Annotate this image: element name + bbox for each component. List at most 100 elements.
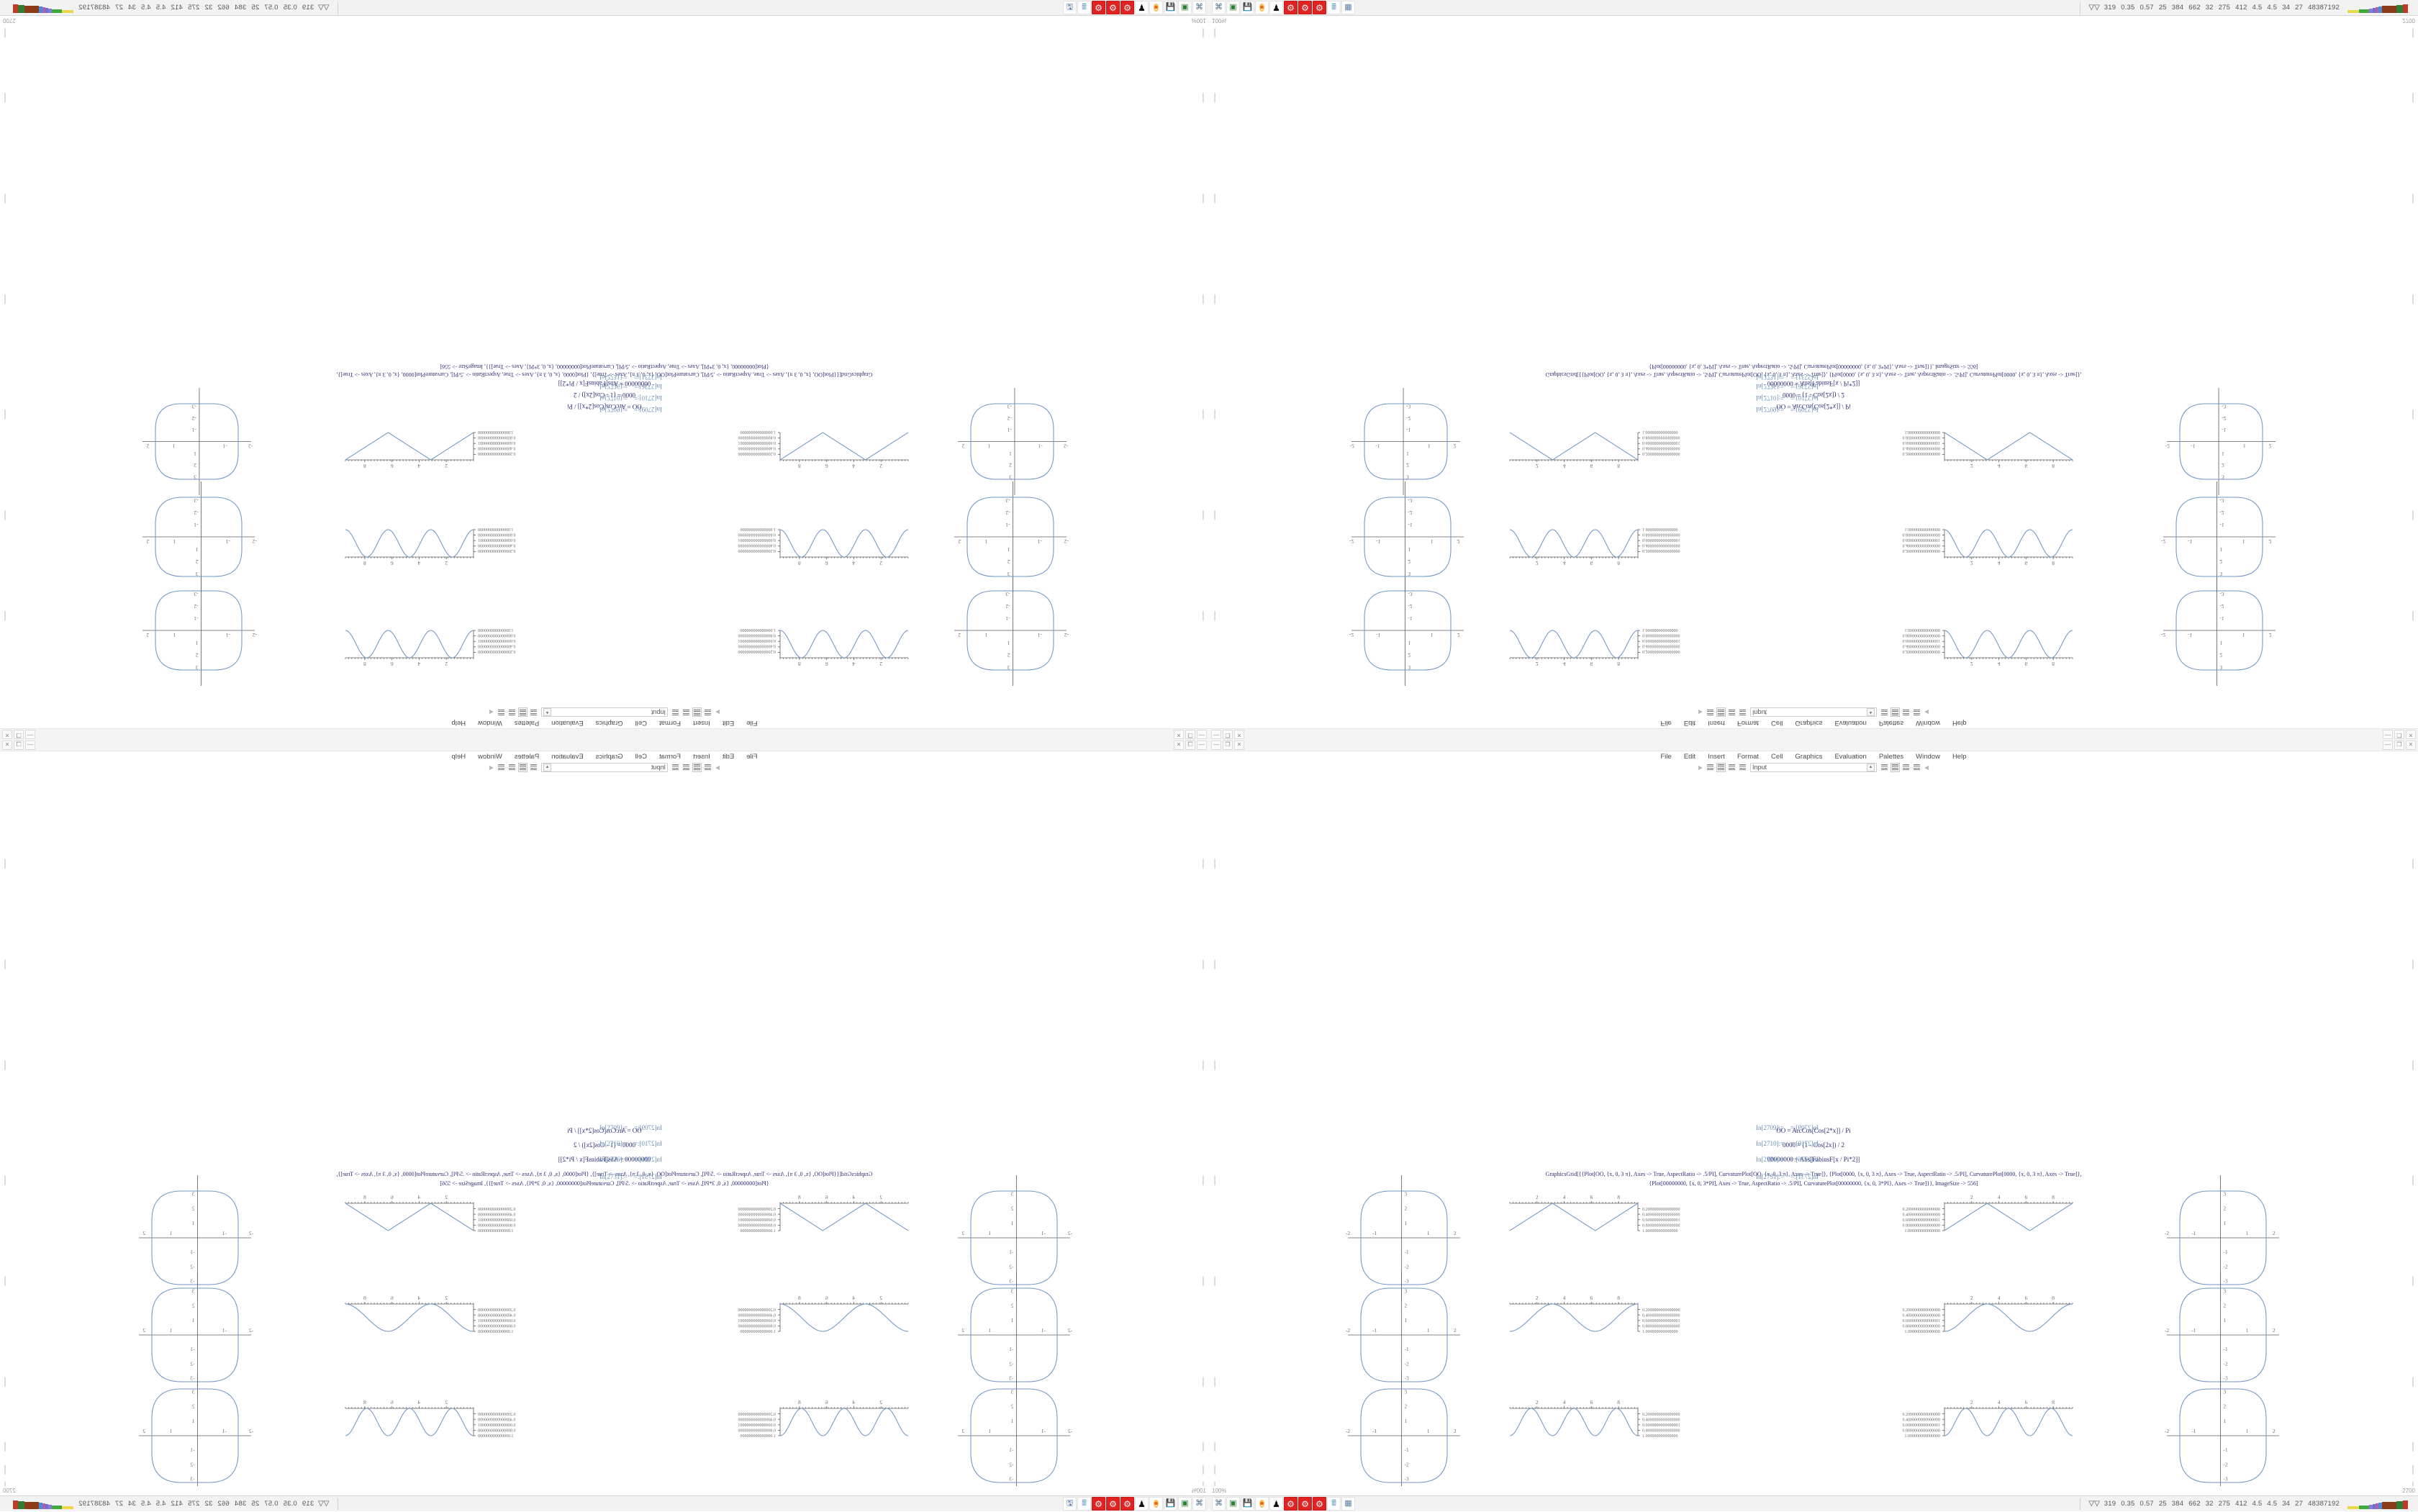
cell-bracket-icon[interactable]: ⎥ — [1212, 1443, 1216, 1452]
double-chevron-icon-right-b[interactable]: ▽▽ — [2088, 1500, 2100, 1508]
menu-item-cell[interactable]: Cell — [1771, 719, 1783, 728]
terminal-icon-2[interactable] — [1226, 1, 1240, 14]
align-justify-button[interactable] — [1912, 763, 1921, 772]
spinner-up-icon[interactable]: ▲ — [543, 763, 551, 771]
maximize-button[interactable]: ❐ — [1223, 741, 1233, 750]
code-line-0[interactable]: OO = ArcCos[Cos[2*x]] / Pi — [1776, 1127, 1851, 1134]
triangle-left-icon[interactable]: ◀ — [489, 764, 494, 771]
window-titlebar[interactable]: — ❐ ✕ — ❐ ✕ — [1209, 728, 2418, 740]
maximize-button[interactable]: ❐ — [14, 741, 24, 750]
cell-bracket-icon[interactable]: ⎥ — [1212, 294, 1216, 303]
curvature-plot-right-2[interactable]: -2 -1 1 2 -3 -2 -1 1 2 3 — [137, 385, 257, 498]
cell-style-dropdown[interactable]: Input ▲ — [1750, 707, 1877, 717]
align-button-group[interactable] — [671, 762, 712, 772]
firefox-icon-2[interactable] — [1255, 1497, 1269, 1511]
cell-bracket-icon[interactable]: ⎥ — [1202, 194, 1207, 202]
function-plot-left-1[interactable]: 2 4 6 8 0.2000000000000000 0.4000000000000000… — [694, 1291, 909, 1337]
curvature-plot-left-1[interactable]: -2 -1 1 2 -3 -2 -1 1 2 3 — [948, 479, 1072, 595]
cell-bracket-icon-right[interactable]: ⎥ — [2410, 611, 2414, 620]
printer-icon-2[interactable] — [1212, 1, 1226, 14]
cell-bracket-icon[interactable]: ⎥ — [1202, 961, 1207, 969]
notebook-window-top-left[interactable]: — ❐ ✕ — ❐ ✕ File Edit Insert Format Cell Graphics Ev… — [0, 16, 1209, 740]
panel-task-icons-bottom[interactable] — [892, 1496, 1526, 1512]
mathematica-icon-3[interactable] — [1120, 1497, 1134, 1511]
mathematica-icon-2[interactable] — [1106, 1497, 1120, 1511]
curvature-plot-right-0[interactable]: -2 -1 1 2 -3 -2 -1 1 2 3 — [2157, 572, 2281, 689]
align-button-group[interactable] — [671, 707, 712, 717]
window-icon[interactable] — [1341, 1, 1355, 14]
cell-bracket-icon[interactable]: ⎥ — [1212, 93, 1216, 101]
close-button[interactable]: ✕ — [2, 741, 12, 750]
cell-bracket-icon[interactable]: ⎥ — [1202, 611, 1207, 620]
function-plot-right-0[interactable]: 2 4 6 8 0.2000000000000000 0.4000000000000000… — [301, 1190, 516, 1236]
menu-item-window[interactable]: Window — [1916, 752, 1940, 761]
notebook-canvas[interactable]: ⎥⎥⎥⎥⎥⎥⎥⎥⎥⎥⎥⎥⎥⎥⎥⎥⎥⎥-2-112-3-2-1123-2-112-… — [1209, 773, 2418, 1486]
chess-icon-2[interactable] — [1269, 1497, 1283, 1511]
cell-bracket-icon-right[interactable]: ⎥ — [2410, 294, 2414, 303]
cell-bracket-icon-right[interactable]: ⎥ — [2410, 1277, 2414, 1286]
align-justify-button[interactable] — [1738, 707, 1747, 717]
cell-bracket-icon[interactable]: ⎥ — [1212, 860, 1216, 869]
mathematica-icon-1[interactable] — [1092, 1, 1105, 14]
function-plot-left-2[interactable]: 2 4 6 8 0.2000000000000000 0.4000000000000000… — [1509, 427, 1724, 473]
menu-item-window[interactable]: Window — [478, 719, 502, 728]
align-center-button[interactable] — [692, 707, 702, 717]
align-justify-button[interactable] — [497, 762, 506, 772]
cell-bracket-icon[interactable]: ⎥ — [1202, 1061, 1207, 1070]
align-button-group-2[interactable] — [1880, 707, 1921, 717]
cell-bracket-icon[interactable]: ⎥ — [1212, 1482, 1217, 1486]
cell-bracket-icon-right[interactable]: ⎥ — [4, 194, 9, 202]
menu-item-graphics[interactable]: Graphics — [1795, 719, 1823, 728]
notebook-window-top-right[interactable]: — ❐ ✕ — ❐ ✕ File Edit Insert Format Cell Graphics Ev… — [1209, 16, 2418, 740]
function-plot-right-2[interactable]: 2 4 6 8 0.2000000000000000 0.4000000000000000… — [1903, 1395, 2117, 1441]
function-plot-right-2[interactable]: 2 4 6 8 0.2000000000000000 0.4000000000000000… — [301, 427, 516, 473]
cell-bracket-icon-right[interactable]: ⎥ — [4, 510, 9, 519]
menu-item-cell[interactable]: Cell — [635, 752, 647, 761]
menu-item-help[interactable]: Help — [1952, 719, 1967, 728]
menu-item-window[interactable]: Window — [1916, 719, 1940, 728]
calculator-icon-2[interactable] — [1327, 1, 1341, 14]
mathematica-icon-3[interactable] — [1120, 1, 1134, 14]
menu-item-edit[interactable]: Edit — [1683, 752, 1696, 761]
function-plot-left-1[interactable]: 2 4 6 8 0.2000000000000000 0.4000000000000000… — [1509, 1291, 1724, 1337]
minimize-button[interactable]: — — [2383, 741, 2393, 750]
panel-task-icons-top[interactable] — [892, 0, 1526, 16]
align-left-button[interactable] — [703, 707, 712, 717]
cell-bracket-icon-right[interactable]: ⎥ — [4, 1443, 9, 1452]
menu-item-palettes[interactable]: Palettes — [514, 719, 540, 728]
cell-bracket-icon[interactable]: ⎥ — [1212, 961, 1216, 969]
mathematica-icon-6[interactable] — [1313, 1497, 1326, 1511]
align-right-button[interactable] — [682, 707, 691, 717]
mathematica-icon-1[interactable] — [1092, 1497, 1105, 1511]
window-controls[interactable]: — ❐ ✕ — [1211, 741, 1244, 750]
menu-item-help[interactable]: Help — [1952, 752, 1967, 761]
spinner-up-icon[interactable]: ▲ — [1867, 708, 1875, 717]
close-button[interactable]: ✕ — [2, 730, 12, 739]
function-plot-left-2[interactable]: 2 4 6 8 0.2000000000000000 0.4000000000000000… — [694, 427, 909, 473]
menu-bar[interactable]: File Edit Insert Format Cell Graphics Evaluati… — [1209, 751, 2418, 761]
menu-item-graphics[interactable]: Graphics — [1795, 752, 1823, 761]
cell-bracket-icon-right[interactable]: ⎥ — [2410, 1061, 2414, 1070]
cell-style-dropdown[interactable]: Input ▲ — [1750, 762, 1877, 772]
formatting-toolbar[interactable]: ▶ Input ▲ ◀ — [0, 707, 1209, 718]
cell-bracket-icon[interactable]: ⎥ — [1212, 611, 1216, 620]
menu-item-palettes[interactable]: Palettes — [1878, 719, 1904, 728]
curvature-plot-left-2[interactable]: -2 -1 1 2 -3 -2 -1 1 2 3 — [1346, 385, 1466, 498]
window-controls[interactable]: — ❐ ✕ — [1174, 730, 1207, 739]
system-monitor-graph-left-b[interactable] — [3, 1499, 73, 1509]
minimize-button[interactable]: — — [25, 730, 35, 739]
close-button[interactable]: ✕ — [1174, 730, 1184, 739]
menu-item-insert[interactable]: Insert — [1708, 719, 1725, 728]
menu-item-palettes[interactable]: Palettes — [514, 752, 540, 761]
menu-item-insert[interactable]: Insert — [693, 719, 710, 728]
calculator-icon[interactable] — [1077, 1, 1091, 14]
minimize-button[interactable]: — — [1211, 730, 1221, 739]
function-plot-left-0[interactable]: 2 4 6 8 0.2000000000000000 0.4000000000000000… — [1509, 1190, 1724, 1236]
save-dialog-icon[interactable] — [1164, 1, 1177, 14]
window-titlebar[interactable]: — ❐ ✕ — ❐ ✕ — [0, 740, 1209, 751]
cell-bracket-icon-right[interactable]: ⎥ — [2410, 409, 2414, 418]
cell-style-dropdown[interactable]: Input ▲ — [541, 762, 668, 772]
menu-item-format[interactable]: Format — [658, 719, 682, 728]
cell-bracket-icon-right[interactable]: ⎥ — [4, 28, 9, 37]
align-center-button[interactable] — [1891, 762, 1900, 772]
